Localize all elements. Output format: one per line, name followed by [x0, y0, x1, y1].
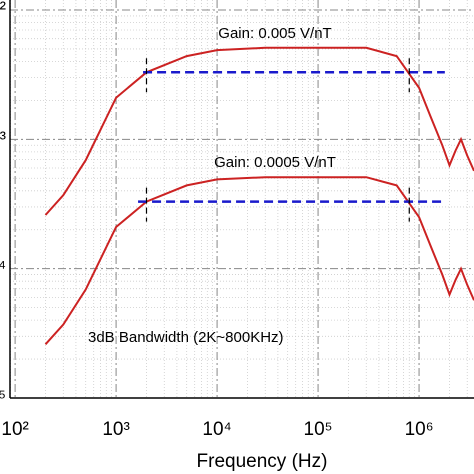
x-tick-label: 10⁶: [405, 419, 434, 440]
annotation: 3dB Bandwidth (2K~800KHz): [88, 329, 284, 346]
x-tick-label: 10⁴: [202, 419, 231, 440]
y-tick-label: 10⁻⁵: [0, 387, 6, 408]
y-tick-label: 10⁻²: [0, 0, 6, 20]
gain-curve: [44, 46, 474, 216]
x-tick-label: 10³: [102, 419, 129, 440]
x-tick-label: 10⁵: [304, 419, 333, 440]
y-tick-label: 10⁻³: [0, 128, 6, 149]
x-tick-label: 10²: [1, 419, 28, 440]
gain-curve: [44, 176, 474, 345]
y-tick-label: 10⁻⁴: [0, 258, 6, 279]
x-axis-label: Frequency (Hz): [197, 451, 328, 472]
series-label: Gain: 0.005 V/nT: [218, 25, 331, 42]
series-label: Gain: 0.0005 V/nT: [214, 154, 336, 171]
